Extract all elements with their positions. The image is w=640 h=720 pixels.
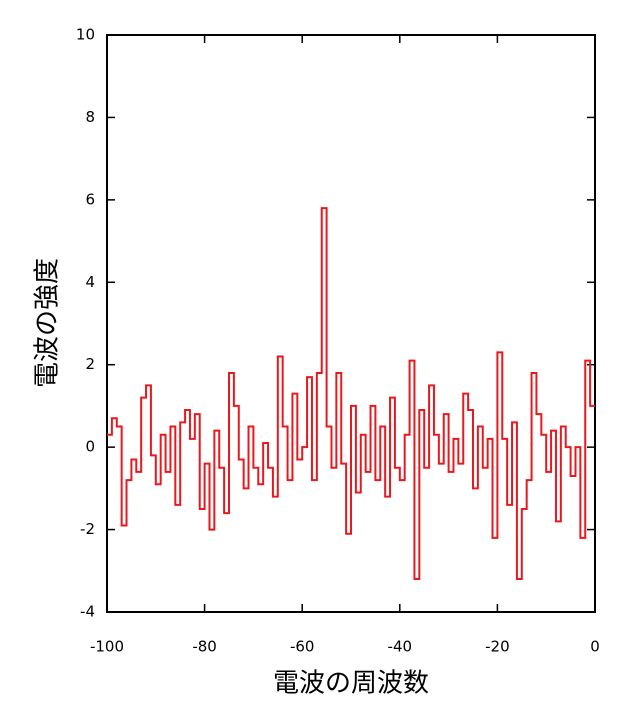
y-tick-label: 0 bbox=[85, 438, 95, 456]
x-tick-label: -60 bbox=[290, 638, 315, 656]
y-tick-label: 8 bbox=[85, 108, 95, 126]
y-tick-label: 4 bbox=[85, 273, 95, 291]
x-tick-label: -20 bbox=[485, 638, 510, 656]
x-axis-title: 電波の周波数 bbox=[273, 669, 429, 699]
y-tick-label: 10 bbox=[76, 26, 95, 44]
plot-frame bbox=[106, 34, 596, 613]
y-tick-label: -2 bbox=[80, 520, 95, 538]
x-tick-label: -80 bbox=[192, 638, 217, 656]
y-tick-label: 6 bbox=[85, 190, 95, 208]
y-tick-label: -4 bbox=[80, 603, 95, 621]
x-tick-label: -100 bbox=[90, 638, 124, 656]
y-axis-title: 電波の強度 bbox=[33, 258, 63, 388]
y-tick-label: 2 bbox=[85, 355, 95, 373]
x-tick-label: -40 bbox=[388, 638, 413, 656]
data-line bbox=[107, 207, 595, 581]
x-tick-label: 0 bbox=[590, 638, 600, 656]
